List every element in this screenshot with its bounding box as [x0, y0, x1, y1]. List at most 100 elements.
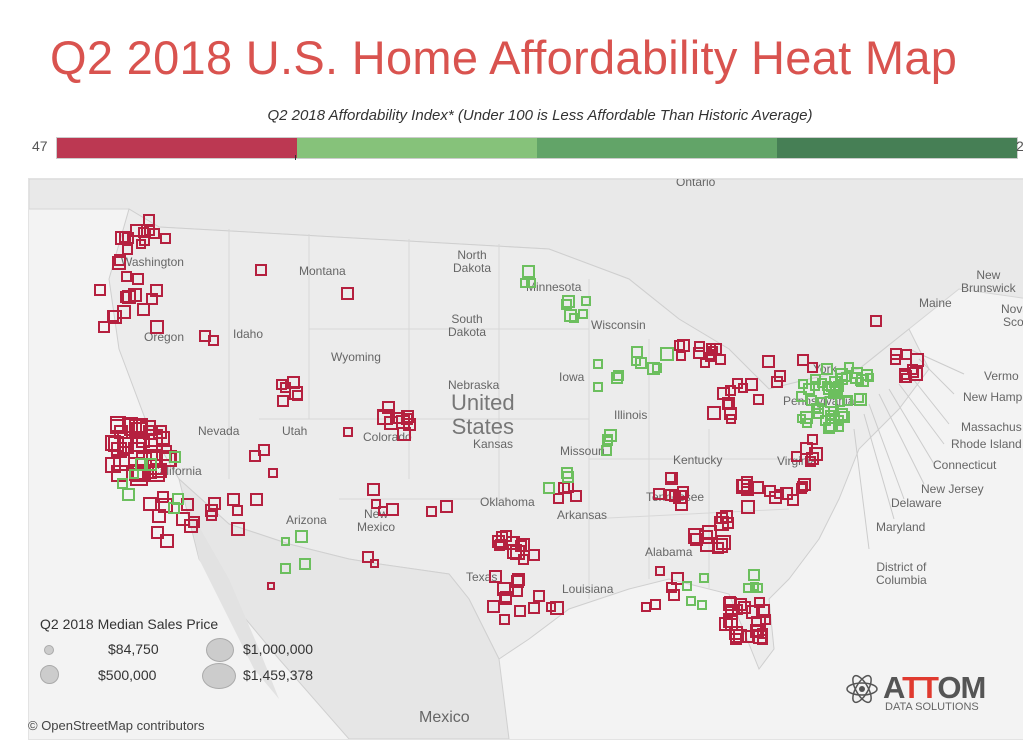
metro-marker-more-affordable[interactable] — [835, 407, 849, 421]
metro-marker-more-affordable[interactable] — [833, 415, 845, 427]
metro-marker-more-affordable[interactable] — [604, 429, 618, 443]
metro-marker-less-affordable[interactable] — [184, 518, 199, 533]
metro-marker-less-affordable[interactable] — [160, 452, 176, 468]
metro-marker-less-affordable[interactable] — [94, 284, 107, 297]
metro-marker-more-affordable[interactable] — [631, 355, 642, 366]
metro-marker-less-affordable[interactable] — [208, 496, 222, 510]
metro-marker-more-affordable[interactable] — [117, 477, 129, 489]
metro-marker-less-affordable[interactable] — [107, 435, 124, 452]
metro-marker-more-affordable[interactable] — [820, 362, 833, 375]
metro-marker-less-affordable[interactable] — [655, 566, 666, 577]
metro-marker-more-affordable[interactable] — [752, 582, 763, 593]
metro-marker-less-affordable[interactable] — [393, 411, 406, 424]
metro-marker-less-affordable[interactable] — [762, 355, 776, 369]
metro-marker-less-affordable[interactable] — [396, 426, 411, 441]
metro-marker-less-affordable[interactable] — [386, 502, 400, 516]
metro-marker-more-affordable[interactable] — [543, 482, 556, 495]
metro-marker-less-affordable[interactable] — [806, 434, 818, 446]
metro-marker-less-affordable[interactable] — [900, 348, 912, 360]
metro-marker-less-affordable[interactable] — [143, 424, 159, 440]
metro-marker-less-affordable[interactable] — [119, 230, 132, 243]
metro-marker-less-affordable[interactable] — [369, 558, 379, 568]
metro-marker-less-affordable[interactable] — [700, 357, 711, 368]
metro-marker-more-affordable[interactable] — [834, 368, 848, 382]
metro-marker-less-affordable[interactable] — [137, 302, 151, 316]
metro-marker-less-affordable[interactable] — [641, 601, 652, 612]
metro-marker-less-affordable[interactable] — [795, 482, 807, 494]
metro-marker-more-affordable[interactable] — [592, 382, 603, 393]
metro-marker-less-affordable[interactable] — [689, 532, 703, 546]
metro-marker-less-affordable[interactable] — [505, 536, 520, 551]
metro-marker-less-affordable[interactable] — [108, 309, 123, 324]
metro-marker-more-affordable[interactable] — [560, 467, 573, 480]
metro-marker-less-affordable[interactable] — [774, 369, 787, 382]
metro-marker-less-affordable[interactable] — [668, 588, 681, 601]
metro-marker-more-affordable[interactable] — [811, 403, 822, 414]
metro-marker-less-affordable[interactable] — [145, 432, 164, 451]
metro-marker-less-affordable[interactable] — [425, 505, 437, 517]
metro-marker-less-affordable[interactable] — [698, 529, 713, 544]
metro-marker-less-affordable[interactable] — [650, 598, 662, 610]
metro-marker-less-affordable[interactable] — [666, 581, 678, 593]
metro-marker-less-affordable[interactable] — [707, 405, 722, 420]
metro-marker-less-affordable[interactable] — [292, 390, 304, 402]
metro-marker-less-affordable[interactable] — [488, 569, 502, 583]
metro-marker-less-affordable[interactable] — [676, 351, 687, 362]
metro-marker-more-affordable[interactable] — [122, 488, 136, 502]
metro-marker-more-affordable[interactable] — [526, 278, 537, 289]
metro-marker-less-affordable[interactable] — [110, 419, 126, 435]
metro-marker-less-affordable[interactable] — [797, 353, 810, 366]
metro-marker-less-affordable[interactable] — [744, 378, 758, 392]
metro-marker-less-affordable[interactable] — [722, 399, 733, 410]
metro-marker-less-affordable[interactable] — [286, 375, 300, 389]
metro-marker-more-affordable[interactable] — [135, 458, 149, 472]
metro-marker-less-affordable[interactable] — [722, 612, 738, 628]
metro-marker-less-affordable[interactable] — [652, 487, 665, 500]
metro-marker-less-affordable[interactable] — [111, 255, 126, 270]
metro-marker-less-affordable[interactable] — [276, 395, 289, 408]
metro-marker-more-affordable[interactable] — [560, 299, 572, 311]
metro-marker-less-affordable[interactable] — [869, 315, 882, 328]
metro-marker-more-affordable[interactable] — [853, 393, 867, 407]
metro-marker-more-affordable[interactable] — [521, 265, 535, 279]
metro-marker-less-affordable[interactable] — [719, 617, 734, 632]
metro-marker-less-affordable[interactable] — [138, 234, 150, 246]
metro-marker-less-affordable[interactable] — [735, 478, 751, 494]
metro-marker-less-affordable[interactable] — [156, 491, 169, 504]
metro-marker-more-affordable[interactable] — [613, 369, 625, 381]
metro-marker-more-affordable[interactable] — [169, 451, 181, 464]
metro-marker-more-affordable[interactable] — [795, 390, 807, 402]
metro-marker-less-affordable[interactable] — [910, 352, 925, 367]
metro-marker-less-affordable[interactable] — [151, 526, 165, 540]
metro-marker-less-affordable[interactable] — [716, 387, 730, 401]
metro-marker-more-affordable[interactable] — [562, 294, 576, 308]
metro-marker-less-affordable[interactable] — [143, 497, 158, 512]
metro-marker-less-affordable[interactable] — [552, 492, 564, 504]
metro-marker-more-affordable[interactable] — [568, 312, 579, 323]
metro-marker-less-affordable[interactable] — [498, 613, 510, 625]
metro-marker-more-affordable[interactable] — [822, 381, 833, 392]
metro-marker-less-affordable[interactable] — [759, 613, 771, 625]
metro-marker-less-affordable[interactable] — [664, 472, 676, 484]
metro-marker-more-affordable[interactable] — [646, 361, 660, 375]
metro-marker-less-affordable[interactable] — [515, 538, 530, 553]
metro-marker-less-affordable[interactable] — [737, 382, 748, 393]
metro-marker-more-affordable[interactable] — [580, 296, 591, 307]
metro-marker-more-affordable[interactable] — [129, 469, 140, 480]
metro-marker-less-affordable[interactable] — [381, 401, 395, 415]
metro-marker-less-affordable[interactable] — [527, 548, 540, 561]
metro-marker-less-affordable[interactable] — [672, 490, 687, 505]
metro-marker-less-affordable[interactable] — [806, 361, 818, 373]
metro-marker-less-affordable[interactable] — [132, 273, 145, 286]
metro-marker-less-affordable[interactable] — [130, 223, 144, 237]
metro-marker-less-affordable[interactable] — [231, 505, 243, 517]
metro-marker-less-affordable[interactable] — [254, 264, 267, 277]
metro-marker-less-affordable[interactable] — [702, 524, 718, 540]
metro-marker-less-affordable[interactable] — [692, 347, 705, 360]
metro-marker-less-affordable[interactable] — [342, 426, 353, 437]
metro-marker-less-affordable[interactable] — [753, 630, 768, 645]
metro-marker-more-affordable[interactable] — [827, 388, 838, 399]
metro-marker-more-affordable[interactable] — [800, 411, 814, 425]
metro-marker-more-affordable[interactable] — [593, 359, 604, 370]
metro-marker-more-affordable[interactable] — [520, 278, 531, 289]
